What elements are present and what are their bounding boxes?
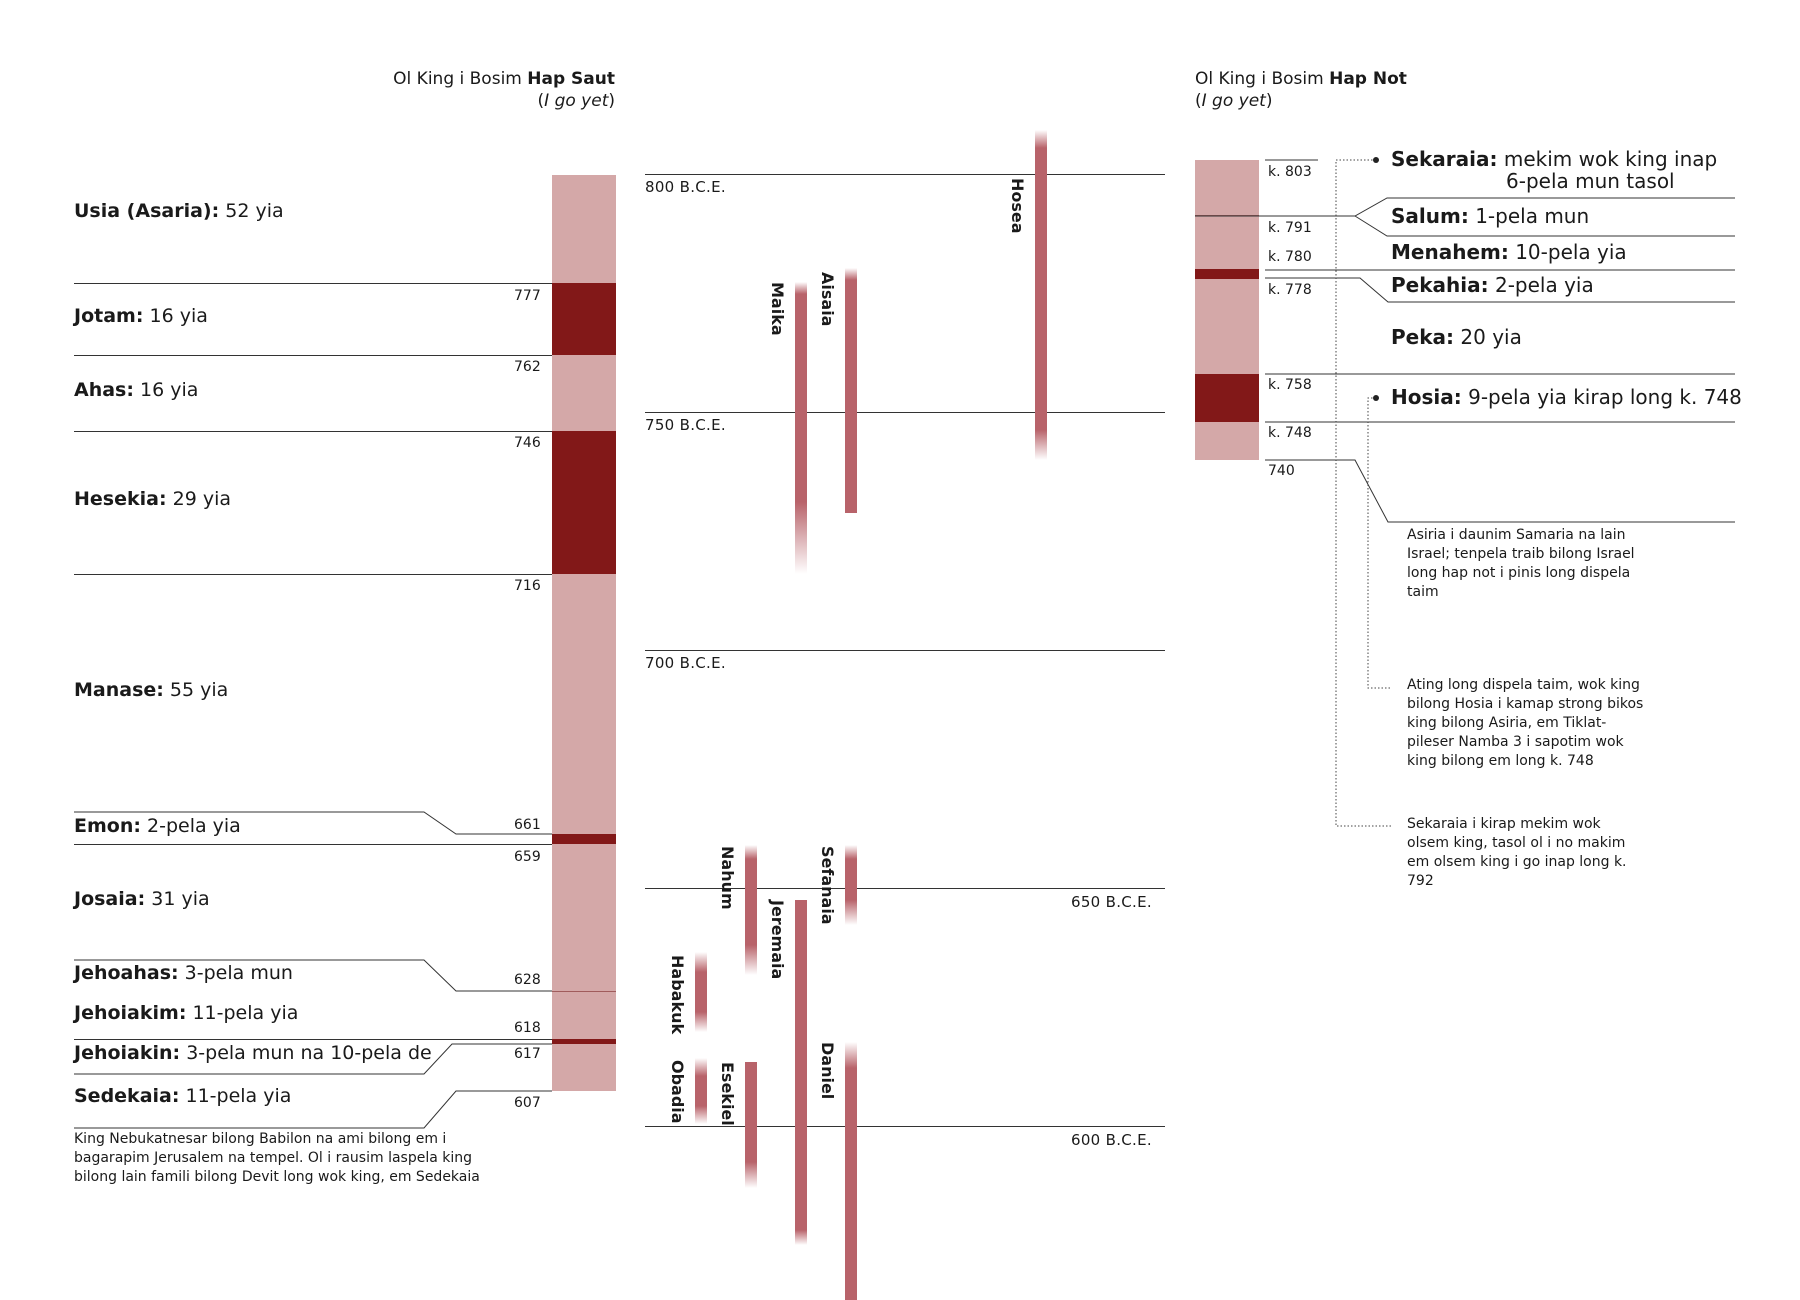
year-617: 617 [514, 1046, 541, 1062]
king-josaia: Josaia: 31 yia [74, 888, 210, 910]
prophet-jeremaia: Jeremaia [768, 900, 787, 980]
bar-jehoiakim [552, 992, 616, 1039]
year-618: 618 [514, 1020, 541, 1036]
bar-sedekaia [552, 1044, 616, 1091]
north-note-sekaraia: Sekaraia i kirap mekim wok olsem king, t… [1407, 816, 1627, 889]
bar-peka [1195, 279, 1259, 374]
divider-659 [74, 844, 552, 845]
divider-618 [74, 1039, 552, 1040]
prophet-daniel: Daniel [818, 1042, 837, 1100]
king-sedekaia: Sedekaia: 11-pela yia [74, 1085, 292, 1107]
era-600: 600 B.C.E. [1071, 1131, 1152, 1149]
king-pekahia: Pekahia: 2-pela yia [1391, 273, 1594, 297]
prophet-nahum: Nahum [718, 846, 737, 910]
year-746: 746 [514, 435, 541, 451]
prophet-bar-sefanaia [845, 845, 857, 925]
year-716: 716 [514, 578, 541, 594]
year-777: 777 [514, 288, 541, 304]
bar-jehoiakin [552, 1039, 616, 1044]
prophet-hosea: Hosea [1008, 178, 1027, 234]
prophet-bar-obadia [695, 1058, 707, 1124]
year-k748: k. 748 [1268, 425, 1312, 441]
year-k803: k. 803 [1268, 164, 1312, 180]
king-salum: Salum: 1-pela mun [1391, 204, 1590, 228]
king-hosia: Hosia: 9-pela yia kirap long k. 748 [1391, 385, 1742, 409]
king-ahas: Ahas: 16 yia [74, 379, 199, 401]
bar-jotam [552, 283, 616, 355]
era-line-600 [645, 1126, 1165, 1127]
year-k758: k. 758 [1268, 377, 1312, 393]
divider-777 [74, 283, 552, 284]
divider-746 [74, 431, 552, 432]
north-note-asiria: Asiria i daunim Samaria na lain Israel; … [1407, 527, 1635, 600]
era-line-700 [645, 650, 1165, 651]
prophet-esekiel: Esekiel [718, 1062, 737, 1126]
year-661: 661 [514, 817, 541, 833]
king-emon: Emon: 2-pela yia [74, 815, 241, 837]
king-hesekia: Hesekia: 29 yia [74, 488, 231, 510]
divider-716 [74, 574, 552, 575]
year-607: 607 [514, 1095, 541, 1111]
bar-pekahia [1195, 269, 1259, 279]
era-650: 650 B.C.E. [1071, 893, 1152, 911]
bar-usia [552, 175, 616, 283]
era-800: 800 B.C.E. [645, 178, 726, 196]
king-peka: Peka: 20 yia [1391, 325, 1522, 349]
prophet-bar-nahum [745, 845, 757, 975]
year-k791: k. 791 [1268, 220, 1312, 236]
divider-762 [74, 355, 552, 356]
bar-emon [552, 834, 616, 844]
connector-dot-sekaraia [1373, 157, 1379, 163]
king-jotam: Jotam: 16 yia [74, 305, 208, 327]
era-750: 750 B.C.E. [645, 416, 726, 434]
prophet-maika: Maika [768, 282, 787, 336]
prophet-bar-maika [795, 282, 807, 574]
prophet-habakuk: Habakuk [668, 955, 687, 1035]
era-line-650 [645, 888, 1165, 889]
prophet-bar-esekiel [745, 1062, 757, 1188]
year-762: 762 [514, 359, 541, 375]
king-jehoiakin: Jehoiakin: 3-pela mun na 10-pela de [74, 1042, 432, 1064]
prophet-bar-aisaia [845, 268, 857, 513]
era-line-800 [645, 174, 1165, 175]
era-line-750 [645, 412, 1165, 413]
era-700: 700 B.C.E. [645, 654, 726, 672]
king-jehoahas: Jehoahas: 3-pela mun [74, 962, 293, 984]
king-jehoiakim: Jehoiakim: 11-pela yia [74, 1002, 299, 1024]
year-k778: k. 778 [1268, 282, 1312, 298]
king-menahem: Menahem: 10-pela yia [1391, 240, 1627, 264]
king-usia: Usia (Asaria): 52 yia [74, 200, 284, 222]
prophet-bar-daniel [845, 1042, 857, 1300]
connector-dot-hosia [1373, 395, 1379, 401]
year-659: 659 [514, 849, 541, 865]
bar-hosia [1195, 422, 1259, 460]
bar-peka-dark [1195, 374, 1259, 422]
bar-hesekia [552, 431, 616, 574]
bar-menahem [1195, 216, 1259, 269]
prophet-bar-habakuk [695, 952, 707, 1032]
bar-jehoahas [552, 991, 616, 992]
bar-ahas [552, 355, 616, 431]
prophet-obadia: Obadia [668, 1060, 687, 1124]
king-manase: Manase: 55 yia [74, 679, 229, 701]
south-note: King Nebukatnesar bilong Babilon na ami … [74, 1131, 480, 1185]
year-k780: k. 780 [1268, 249, 1312, 265]
bar-sekaraia-salum [1195, 160, 1259, 216]
prophet-sefanaia: Sefanaia [818, 846, 837, 925]
prophet-bar-jeremaia [795, 900, 807, 1245]
prophet-aisaia: Aisaia [818, 272, 837, 327]
north-note-hosia: Ating long dispela taim, wok king bilong… [1407, 677, 1644, 769]
prophet-bar-hosea [1035, 130, 1047, 460]
year-628: 628 [514, 972, 541, 988]
south-header: Ol King i Bosim Hap Saut (I go yet) [393, 69, 615, 111]
year-740: 740 [1268, 463, 1295, 479]
north-header: Ol King i Bosim Hap Not (I go yet) [1195, 69, 1407, 111]
bar-josaia [552, 844, 616, 991]
king-sekaraia: Sekaraia: mekim wok king inap 6-pela mun… [1391, 147, 1718, 193]
bar-manase [552, 574, 616, 834]
